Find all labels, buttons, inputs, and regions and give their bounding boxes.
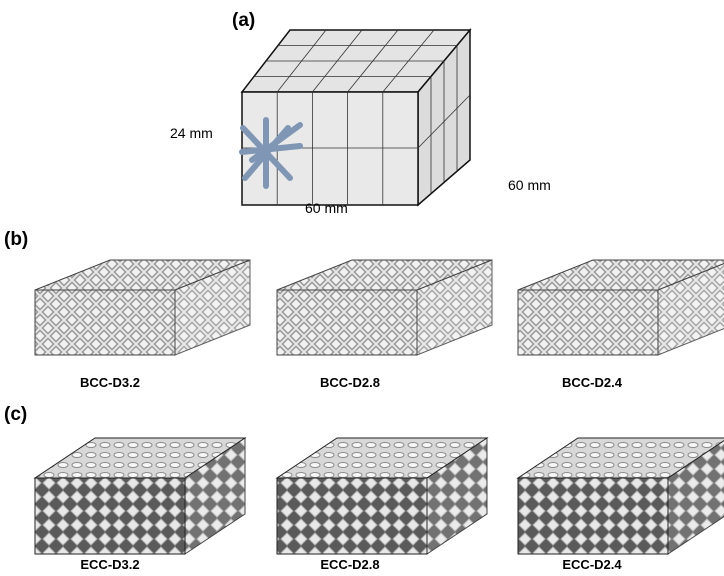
lattice-block bbox=[277, 260, 492, 355]
dimension-label: 60 mm bbox=[508, 177, 551, 193]
dimension-box bbox=[242, 30, 470, 205]
lattice-block bbox=[518, 438, 724, 554]
panel-label: (b) bbox=[4, 229, 28, 250]
lattice-block bbox=[35, 260, 250, 355]
lattice-block bbox=[518, 260, 724, 355]
caption: BCC-D3.2 bbox=[80, 375, 140, 390]
block-front bbox=[277, 478, 427, 554]
dimension-label: 24 mm bbox=[170, 125, 213, 141]
block-front bbox=[518, 290, 658, 355]
panel-label: (c) bbox=[4, 404, 27, 425]
lattice-block bbox=[277, 438, 487, 554]
lattice-block bbox=[35, 438, 245, 554]
figure: (a) 24 mm 60 mm 60 mm (b) (c) BCC-D3.2 B… bbox=[0, 0, 724, 576]
caption: ECC-D2.4 bbox=[562, 557, 622, 572]
panel-label: (a) bbox=[232, 10, 255, 31]
block-front bbox=[277, 290, 417, 355]
caption: BCC-D2.8 bbox=[320, 375, 380, 390]
block-front bbox=[518, 478, 668, 554]
caption: BCC-D2.4 bbox=[562, 375, 623, 390]
block-front bbox=[35, 478, 185, 554]
block-front bbox=[35, 290, 175, 355]
caption: ECC-D3.2 bbox=[80, 557, 139, 572]
caption: ECC-D2.8 bbox=[320, 557, 379, 572]
dimension-label: 60 mm bbox=[305, 200, 348, 216]
